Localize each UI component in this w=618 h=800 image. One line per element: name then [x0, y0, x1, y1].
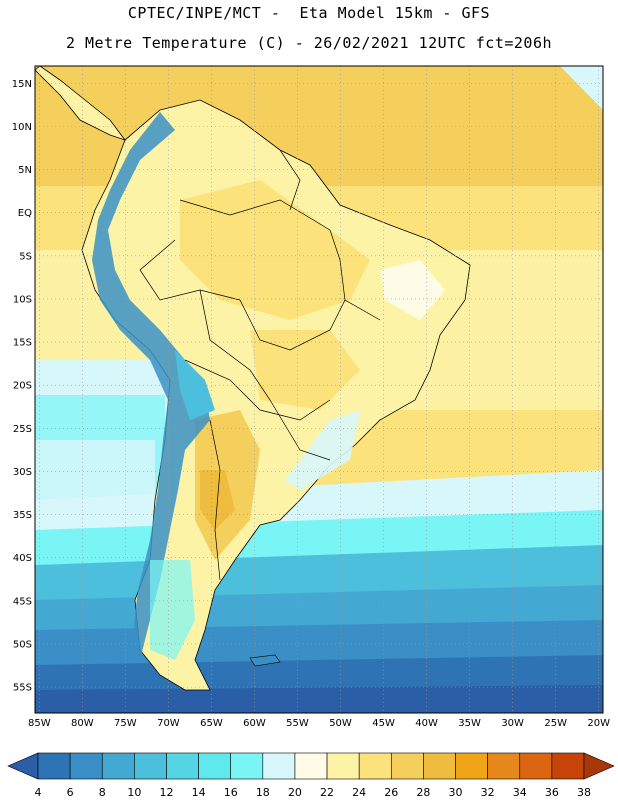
graticule	[35, 66, 603, 713]
colorbar-swatch	[37, 752, 71, 780]
colorbar-label: 12	[159, 786, 173, 799]
longitude-label: 55W	[286, 718, 309, 729]
map-frame	[34, 65, 604, 714]
latitude-label: 20S	[13, 381, 32, 392]
longitude-label: 75W	[114, 718, 137, 729]
colorbar-swatch	[519, 752, 553, 780]
longitude-label: 60W	[243, 718, 266, 729]
latitude-label: 5N	[18, 165, 32, 176]
colorbar-swatch	[198, 752, 232, 780]
colorbar-label: 16	[224, 786, 238, 799]
map-field	[35, 66, 603, 713]
colorbar-label: 32	[481, 786, 495, 799]
colorbar-label: 14	[192, 786, 206, 799]
latitude-label: 55S	[13, 683, 32, 694]
longitude-label: 20W	[587, 718, 610, 729]
colorbar-label: 28	[416, 786, 430, 799]
colorbar-label: 4	[35, 786, 42, 799]
latitude-label: 10S	[13, 294, 32, 305]
map-title: CPTEC/INPE/MCT - Eta Model 15km - GFS	[127, 4, 491, 22]
longitude-label: 25W	[544, 718, 567, 729]
colorbar-swatch	[166, 752, 199, 780]
longitude-label: 85W	[28, 718, 51, 729]
longitude-labels: 85W 80W 75W 70W 65W 60W 55W 50W 45W 40W 35W 30W 25W 2…	[28, 718, 610, 729]
colorbar-swatch	[294, 752, 328, 780]
longitude-label: 70W	[157, 718, 180, 729]
latitude-label: 15S	[13, 338, 32, 349]
longitude-label: 35W	[458, 718, 481, 729]
latitude-label: 40S	[13, 553, 32, 564]
colorbar-label: 38	[577, 786, 591, 799]
country-borders	[139, 149, 381, 581]
latitude-label: 5S	[19, 251, 32, 262]
longitude-label: 40W	[415, 718, 438, 729]
colorbar-swatch	[69, 752, 103, 780]
longitude-label: 30W	[501, 718, 524, 729]
colorbar-label: 22	[320, 786, 334, 799]
colorbar-label: 36	[545, 786, 559, 799]
colorbar-swatch	[230, 752, 264, 780]
latitude-labels: 15N 10N 5N EQ 5S 10S 15S 20S 25S 30S 35S 40S 45S 50S 5…	[12, 79, 32, 694]
latitude-label: 35S	[13, 510, 32, 521]
colorbar-low-extension	[7, 752, 39, 780]
colorbar-high-extension	[583, 752, 615, 780]
longitude-label: 50W	[329, 718, 352, 729]
latitude-label: 25S	[13, 424, 32, 435]
colorbar	[7, 752, 615, 780]
colorbar-label: 8	[99, 786, 106, 799]
map-subtitle: 2 Metre Temperature (C) - 26/02/2021 12U…	[65, 34, 553, 52]
colorbar-swatch	[487, 752, 521, 780]
colorbar-label: 20	[288, 786, 302, 799]
colorbar-swatch	[455, 752, 488, 780]
colorbar-swatch	[390, 752, 424, 780]
colorbar-swatch	[101, 752, 135, 780]
latitude-label: 15N	[12, 79, 32, 90]
colorbar-swatch	[423, 752, 456, 780]
colorbar-label: 30	[449, 786, 463, 799]
colorbar-label: 10	[127, 786, 141, 799]
colorbar-label: 24	[352, 786, 366, 799]
colorbar-swatch	[326, 752, 360, 780]
longitude-label: 45W	[372, 718, 395, 729]
colorbar-label: 6	[67, 786, 74, 799]
colorbar-swatch	[551, 752, 585, 780]
latitude-label: 30S	[13, 467, 32, 478]
latitude-label: 50S	[13, 639, 32, 650]
colorbar-swatch	[358, 752, 392, 780]
colorbar-swatch	[134, 752, 167, 780]
colorbar-swatch	[262, 752, 296, 780]
latitude-label: 45S	[13, 596, 32, 607]
longitude-label: 80W	[71, 718, 94, 729]
longitude-label: 65W	[200, 718, 223, 729]
colorbar-label: 26	[384, 786, 398, 799]
colorbar-label: 34	[513, 786, 527, 799]
colorbar-label: 18	[256, 786, 270, 799]
colorbar-labels: 4 6 8 10 12 14 16 18 20 22 24 26 28 30 32 34 36 38	[35, 786, 592, 799]
latitude-label: 10N	[12, 122, 32, 133]
latitude-label: EQ	[18, 208, 32, 219]
